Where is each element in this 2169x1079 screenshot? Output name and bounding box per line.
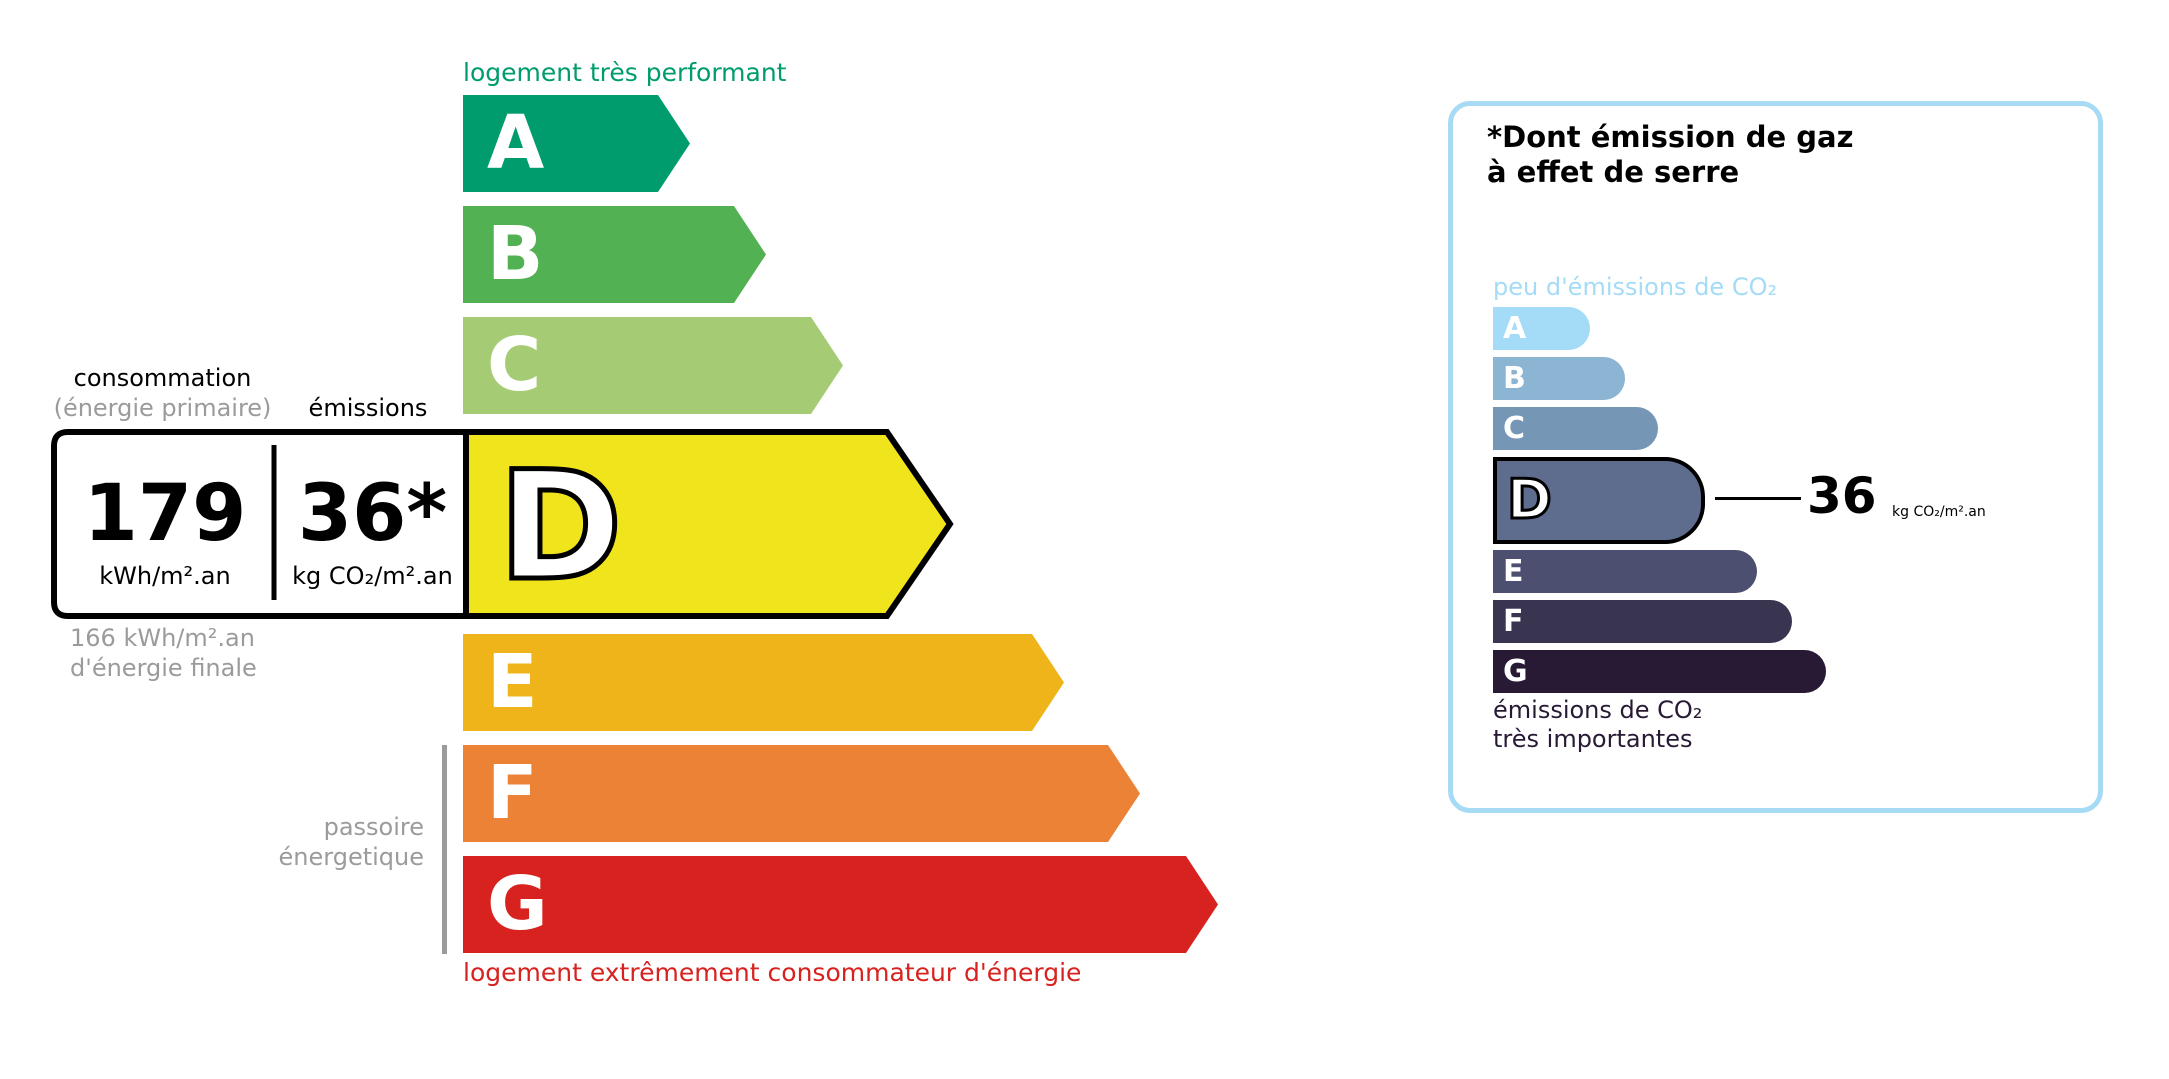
ghg-bottom-line1: émissions de CO₂ <box>1493 696 1703 724</box>
ghg-bottom-line2: très importantes <box>1493 725 1693 753</box>
ghg-value: 36 <box>1807 467 1877 525</box>
class-letter: C <box>1503 411 1526 446</box>
emissions-label: émissions <box>308 394 428 422</box>
class-letter: B <box>487 211 544 297</box>
energy-class-a: A <box>463 95 690 192</box>
energy-class-e: E <box>463 634 1064 731</box>
energy-class-c: C <box>463 317 843 414</box>
ghg-top-label: peu d'émissions de CO₂ <box>1493 273 1778 301</box>
class-letter: A <box>487 100 545 186</box>
class-letter: B <box>1503 361 1526 396</box>
consumption-label: consommation <box>73 364 252 392</box>
class-letter: E <box>1503 554 1524 589</box>
consumption-sublabel: (énergie primaire) <box>53 394 272 422</box>
class-letter: E <box>487 639 538 725</box>
ghg-unit: kg CO₂/m².an <box>1892 504 1986 520</box>
ghg-class-d: D <box>1493 457 1705 544</box>
ghg-title-line2: à effet de serre <box>1487 155 1740 189</box>
ghg-class-f: F <box>1493 600 1792 643</box>
class-letter: F <box>487 750 538 836</box>
passoire-line1: passoire <box>323 813 424 841</box>
emissions-unit: kg CO₂/m².an <box>292 562 453 590</box>
ghg-class-a: A <box>1493 307 1590 350</box>
ghg-class-b: B <box>1493 357 1625 400</box>
consumption-unit: kWh/m².an <box>99 562 231 590</box>
energy-class-b: B <box>463 206 766 303</box>
passoire-bracket <box>442 745 447 954</box>
final-energy-label: d'énergie finale <box>70 654 257 682</box>
emissions-value: 36* <box>297 469 448 559</box>
class-letter: A <box>1503 311 1527 346</box>
energy-class-d <box>463 429 954 619</box>
ghg-class-g: G <box>1493 650 1826 693</box>
ghg-pointer-line <box>1715 497 1801 500</box>
energy-top-label: logement très performant <box>463 58 787 87</box>
energy-bottom-label: logement extrêmement consommateur d'éner… <box>463 958 1082 987</box>
class-letter: G <box>487 861 548 947</box>
energy-class-g: G <box>463 856 1218 953</box>
ghg-title-line1: *Dont émission de gaz <box>1487 120 1854 154</box>
current-class-letter: D <box>498 440 623 614</box>
passoire-label: passoire énergetique <box>240 812 424 872</box>
energy-class-f: F <box>463 745 1140 842</box>
consumption-value: 179 <box>83 469 247 559</box>
class-letter: F <box>1503 604 1524 639</box>
class-letter: C <box>487 322 542 408</box>
ghg-class-e: E <box>1493 550 1757 593</box>
ghg-bottom-label: émissions de CO₂ très importantes <box>1493 696 1702 754</box>
final-energy-value: 166 kWh/m².an <box>70 624 255 652</box>
energy-current-box: D <box>51 429 954 619</box>
class-letter: G <box>1503 654 1528 689</box>
ghg-panel <box>1448 101 2103 813</box>
current-class-letter: D <box>1506 467 1554 533</box>
ghg-class-c: C <box>1493 407 1658 450</box>
passoire-line2: énergetique <box>278 843 424 871</box>
ghg-title: *Dont émission de gaz à effet de serre <box>1487 120 1853 190</box>
